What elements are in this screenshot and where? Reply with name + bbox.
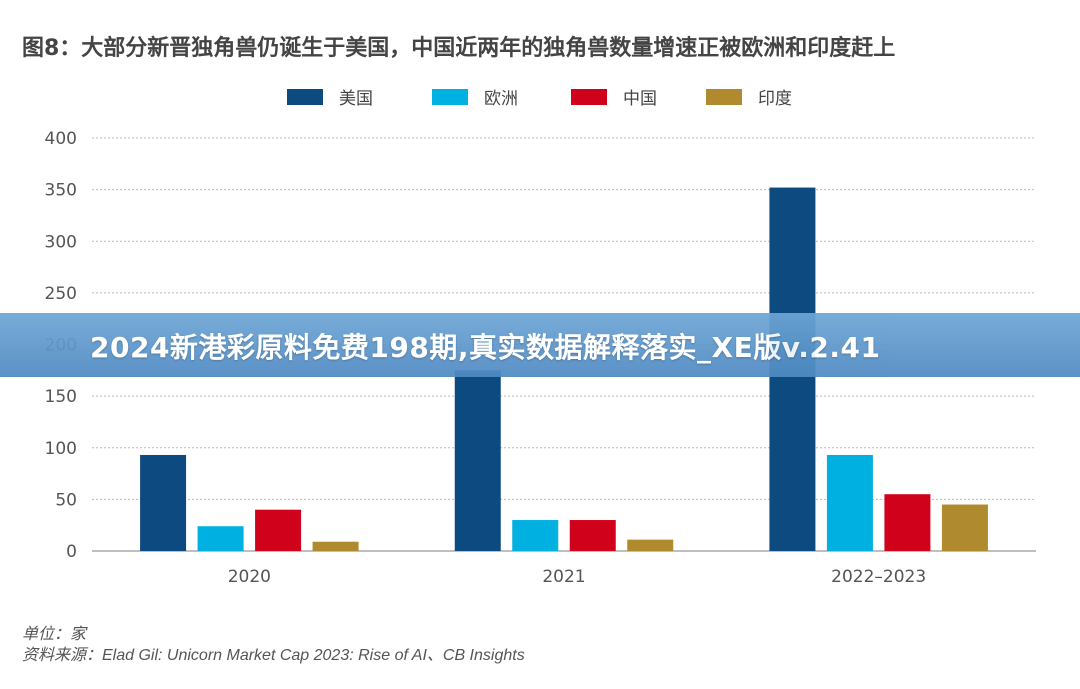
chart-title: 图8：大部分新晋独角兽仍诞生于美国，中国近两年的独角兽数量增速正被欧洲和印度赶上 <box>22 36 896 61</box>
y-tick-label: 250 <box>45 284 77 304</box>
overlay-banner: 2024新港彩原料免费198期,真实数据解释落实_XE版v.2.41 <box>0 313 1080 377</box>
unit-note: 单位：家 <box>22 626 87 643</box>
y-tick-label: 0 <box>66 542 77 562</box>
banner-text: 2024新港彩原料免费198期,真实数据解释落实_XE版v.2.41 <box>90 331 881 364</box>
legend-swatch <box>432 89 468 105</box>
legend-swatch <box>571 89 607 105</box>
bar-1-1 <box>512 520 559 551</box>
legend-label: 中国 <box>623 89 657 109</box>
bars <box>140 187 988 551</box>
y-tick-label: 50 <box>55 490 77 510</box>
legend-label: 美国 <box>339 89 373 109</box>
legend-label: 欧洲 <box>484 89 518 109</box>
x-axis-labels: 2020 2021 2022–2023 <box>228 567 926 587</box>
y-tick-label: 300 <box>45 232 77 252</box>
legend: 美国 欧洲 中国 印度 <box>287 89 792 109</box>
bar-0-0 <box>140 454 187 551</box>
y-axis-ticks: 050100150200250300350400 <box>45 129 77 562</box>
bar-3-2 <box>941 504 988 551</box>
legend-swatch <box>706 89 742 105</box>
bar-1-0 <box>197 526 244 551</box>
source-note: 资料来源：Elad Gil: Unicorn Market Cap 2023: … <box>22 647 525 664</box>
legend-swatch <box>287 89 323 105</box>
y-tick-label: 350 <box>45 181 77 201</box>
y-tick-label: 150 <box>45 387 77 407</box>
x-tick-label: 2022–2023 <box>831 567 926 587</box>
legend-label: 印度 <box>758 89 792 109</box>
bar-2-2 <box>884 494 931 551</box>
y-tick-label: 400 <box>45 129 77 149</box>
x-tick-label: 2021 <box>542 567 585 587</box>
bar-2-0 <box>255 509 302 551</box>
bar-0-1 <box>454 370 501 551</box>
bar-2-1 <box>569 520 616 551</box>
x-tick-label: 2020 <box>228 567 271 587</box>
bar-3-0 <box>312 541 359 551</box>
bar-1-2 <box>826 454 873 551</box>
bar-3-1 <box>627 539 674 551</box>
y-tick-label: 100 <box>45 439 77 459</box>
